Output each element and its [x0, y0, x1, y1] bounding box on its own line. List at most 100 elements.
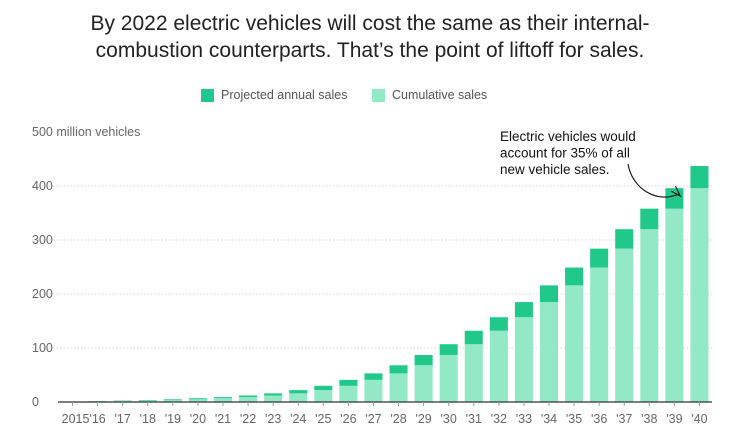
x-tick-label: '22	[240, 412, 256, 426]
bar-projected	[314, 385, 333, 391]
annotation-arrowhead	[671, 185, 682, 198]
bar-cumulative	[439, 355, 458, 402]
x-tick-label: '38	[641, 412, 657, 426]
bar-projected	[464, 330, 483, 345]
bar-projected	[289, 390, 308, 394]
x-tick-labels: 2015'16 '17 '18 '19 '20 '21 '22 '23 '24 '25 '26 '27…	[62, 402, 708, 426]
legend-item-projected: Projected annual sales	[201, 88, 347, 102]
bar-cumulative	[213, 398, 233, 402]
x-tick-label: '21	[215, 412, 231, 426]
bar-projected	[239, 395, 258, 398]
chart-title: By 2022 electric vehicles will cost the …	[0, 10, 740, 64]
bar-cumulative	[264, 395, 283, 402]
y-tick-label: 0	[32, 395, 39, 409]
x-tick-label: '35	[566, 412, 582, 426]
y-tick-label: 300	[32, 233, 53, 247]
bar-cumulative	[289, 393, 308, 402]
bar-projected	[264, 393, 283, 396]
x-tick-label: '17	[115, 412, 131, 426]
x-tick-label: '26	[340, 412, 356, 426]
y-tick-label: 100	[32, 341, 53, 355]
bar-projected	[439, 344, 458, 356]
bar-cumulative	[339, 385, 358, 402]
bar-cumulative	[239, 397, 258, 402]
legend-label-projected: Projected annual sales	[221, 88, 348, 102]
y-tick-labels: 0 100 200 300 400 500 million vehicles	[32, 125, 140, 409]
bar-cumulative	[389, 373, 408, 402]
x-tick-label: '33	[516, 412, 532, 426]
bar-projected	[163, 399, 182, 401]
y-tick-label: 200	[32, 287, 53, 301]
bar-projected	[364, 373, 383, 380]
bar-projected	[539, 285, 559, 303]
x-tick-label: '27	[365, 412, 381, 426]
annotation-arrow	[627, 163, 679, 198]
x-tick-label: '24	[290, 412, 306, 426]
bar-projected	[339, 379, 358, 386]
x-tick-label: '25	[315, 412, 331, 426]
annotation-line: new vehicle sales.	[500, 162, 610, 177]
bar-projected	[138, 400, 157, 401]
bar-projected	[665, 188, 684, 209]
x-tick-label: '16	[89, 412, 105, 426]
bar-projected	[113, 400, 132, 402]
x-tick-label: '37	[616, 412, 632, 426]
x-tick-label: '39	[666, 412, 682, 426]
annotation-line: Electric vehicles would	[500, 129, 636, 144]
legend-swatch-projected	[201, 88, 214, 102]
bar-projected	[590, 248, 609, 268]
bar-cumulative	[464, 344, 483, 402]
legend-swatch-cumulative	[372, 88, 385, 102]
x-tick-label: '34	[541, 412, 557, 426]
annotation-line: account for 35% of all	[500, 146, 630, 161]
bar-cumulative	[138, 400, 157, 402]
x-tick-label: '32	[491, 412, 507, 426]
bar-projected	[489, 317, 508, 331]
title-line-2: combustion counterparts. That’s the poin…	[95, 39, 645, 62]
bar-projected	[615, 229, 634, 249]
y-axis-top-label: 500 million vehicles	[32, 125, 140, 139]
x-tick-label: '31	[466, 412, 482, 426]
gridlines	[32, 185, 712, 349]
bar-cumulative	[489, 330, 508, 402]
legend-label-cumulative: Cumulative sales	[392, 88, 488, 102]
x-tick-label: '40	[691, 412, 707, 426]
x-tick-label: '23	[265, 412, 281, 426]
bar-projected	[389, 365, 408, 374]
x-tick-label: '30	[441, 412, 457, 426]
bar-cumulative	[414, 365, 433, 402]
bar-cumulative	[615, 248, 634, 402]
bar-cumulative	[163, 400, 182, 402]
x-tick-label: '28	[390, 412, 406, 426]
x-tick-label: 2015	[62, 412, 90, 426]
x-tick-label: '29	[415, 412, 431, 426]
bar-cumulative	[640, 229, 659, 402]
bar-cumulative	[690, 188, 709, 402]
bar-projected	[565, 267, 584, 286]
legend: Projected annual sales Cumulative sales	[0, 88, 740, 108]
x-tick-label: '36	[591, 412, 607, 426]
bar-cumulative	[314, 390, 333, 402]
bars	[58, 166, 712, 403]
bar-cumulative	[188, 399, 207, 402]
bar-cumulative	[665, 208, 684, 402]
bar-cumulative	[590, 267, 609, 402]
annotation: Electric vehicles would account for 35% o…	[500, 129, 682, 198]
bar-cumulative	[565, 285, 584, 402]
bar-projected	[188, 398, 207, 400]
bar-projected	[213, 397, 233, 399]
legend-item-cumulative: Cumulative sales	[372, 88, 487, 102]
bar-cumulative	[514, 317, 533, 402]
bar-projected	[640, 208, 659, 230]
x-tick-label: '20	[190, 412, 206, 426]
bar-projected	[414, 355, 433, 366]
bar-cumulative	[364, 379, 383, 402]
title-line-1: By 2022 electric vehicles will cost the …	[90, 12, 650, 35]
x-tick-label: '19	[165, 412, 181, 426]
y-tick-label: 400	[32, 179, 53, 193]
x-tick-label: '18	[140, 412, 156, 426]
bar-cumulative	[539, 302, 559, 402]
bar-projected	[690, 166, 709, 189]
bar-projected	[514, 302, 533, 318]
